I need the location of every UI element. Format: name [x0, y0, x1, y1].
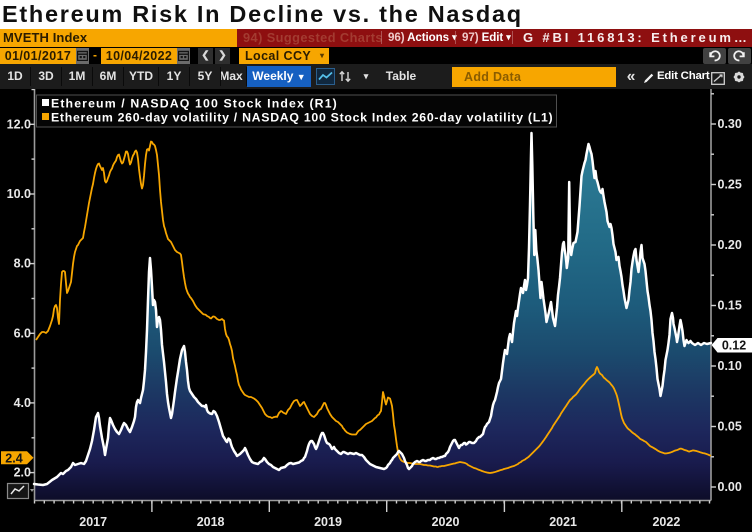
svg-text:10.0: 10.0	[7, 187, 31, 201]
svg-text:0.10: 0.10	[718, 359, 742, 373]
svg-text:2021: 2021	[549, 515, 577, 529]
svg-text:12.0: 12.0	[7, 117, 31, 131]
svg-text:2.0: 2.0	[14, 466, 31, 480]
svg-text:4.0: 4.0	[14, 396, 31, 410]
svg-text:2020: 2020	[432, 515, 460, 529]
svg-text:8.0: 8.0	[14, 257, 31, 271]
svg-text:0.00: 0.00	[718, 480, 742, 494]
svg-text:0.30: 0.30	[718, 117, 742, 131]
svg-text:0.12: 0.12	[722, 339, 746, 353]
svg-text:2019: 2019	[314, 515, 342, 529]
svg-text:0.25: 0.25	[718, 178, 742, 192]
svg-text:2018: 2018	[197, 515, 225, 529]
svg-text:Ethereum 260-day volatility /: Ethereum 260-day volatility / NASDAQ 100…	[51, 111, 553, 125]
svg-text:0.15: 0.15	[718, 299, 742, 313]
svg-text:0.05: 0.05	[718, 420, 742, 434]
svg-text:6.0: 6.0	[14, 326, 31, 340]
svg-text:2022: 2022	[652, 515, 680, 529]
svg-text:Ethereum / NASDAQ 100 Stock In: Ethereum / NASDAQ 100 Stock Index (R1)	[51, 97, 338, 111]
svg-text:0.20: 0.20	[718, 238, 742, 252]
svg-text:2.4: 2.4	[5, 451, 22, 465]
svg-text:2017: 2017	[79, 515, 107, 529]
